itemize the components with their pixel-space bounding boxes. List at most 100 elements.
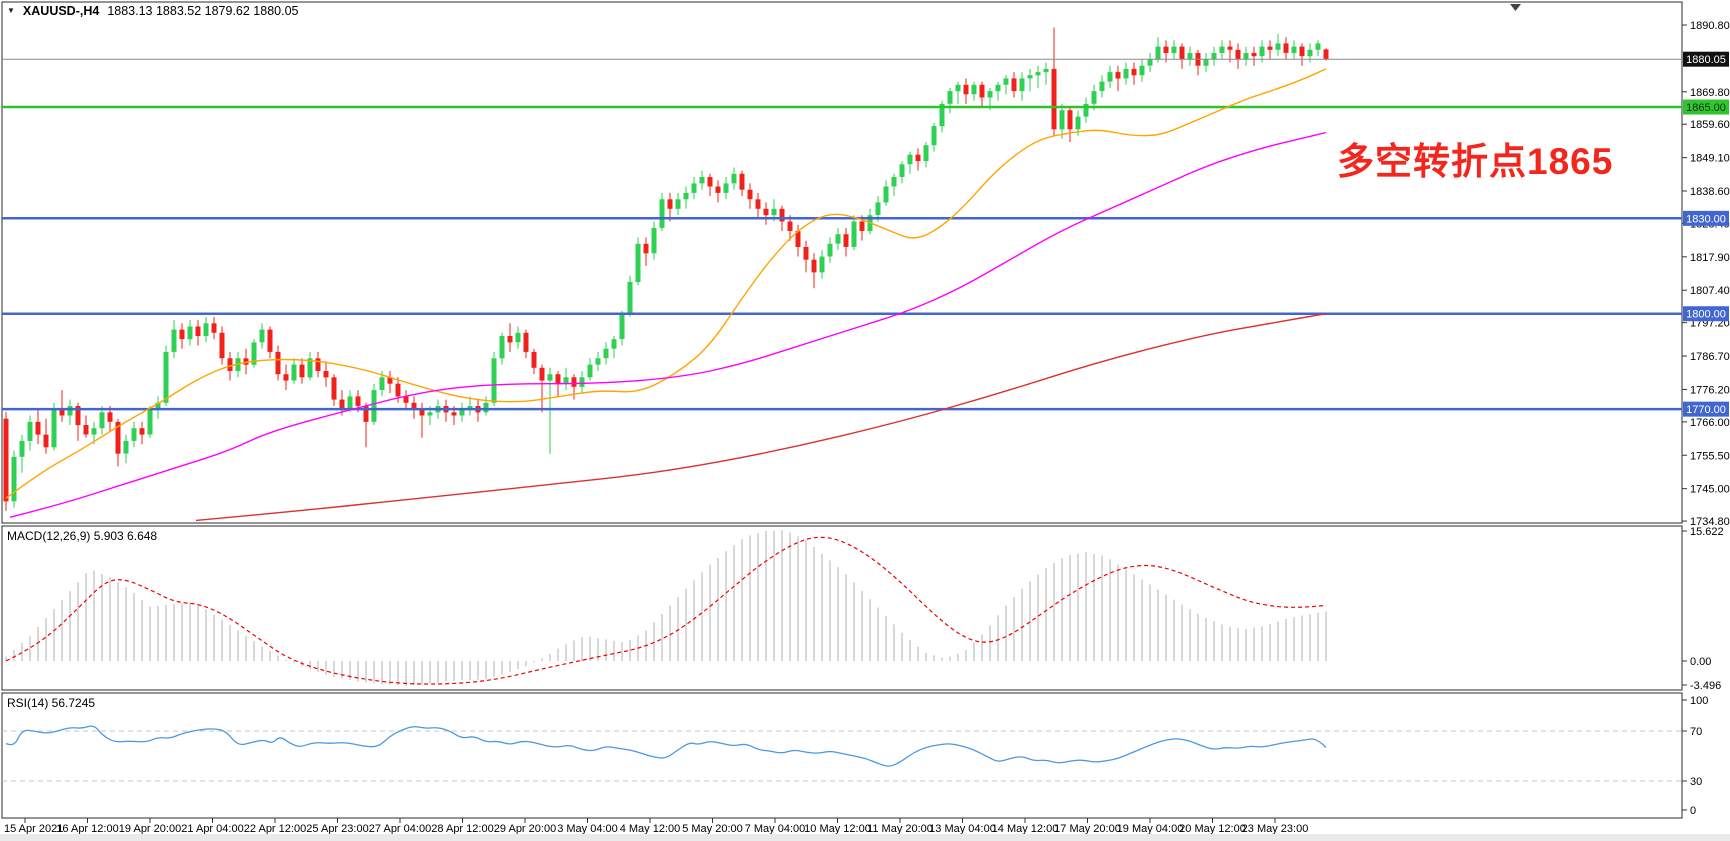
candle <box>915 154 921 162</box>
candle <box>11 456 17 502</box>
candle <box>795 231 801 247</box>
price-badge-label: 1830.00 <box>1686 213 1726 225</box>
candle <box>379 377 385 390</box>
candle <box>1227 46 1233 50</box>
candle <box>859 221 865 231</box>
candle <box>827 243 833 257</box>
candle <box>59 409 65 416</box>
candle <box>1275 43 1281 50</box>
candle <box>547 374 553 381</box>
candle <box>1043 68 1049 73</box>
candle <box>771 208 777 216</box>
candle <box>1131 68 1137 76</box>
candle <box>579 377 585 387</box>
candle <box>1219 46 1225 53</box>
candle <box>1171 46 1177 53</box>
candle <box>347 396 353 410</box>
time-label: 23 May 23:00 <box>1242 823 1309 835</box>
candle <box>979 84 985 98</box>
rsi-tick-label: 30 <box>1690 776 1702 788</box>
time-label: 21 Apr 04:00 <box>181 823 243 835</box>
candle <box>1083 103 1089 117</box>
rsi-tick-label: 70 <box>1690 726 1702 738</box>
candle <box>555 374 561 384</box>
candle <box>843 234 849 247</box>
candle <box>595 358 601 365</box>
candle <box>587 364 593 378</box>
candle <box>179 329 185 340</box>
candle <box>787 221 793 231</box>
candle <box>467 406 473 410</box>
time-label: 13 May 04:00 <box>929 823 996 835</box>
candle <box>515 332 521 343</box>
price-tick-label: 1734.80 <box>1690 516 1730 528</box>
price-tick-label: 1745.00 <box>1690 484 1730 496</box>
candle <box>1067 110 1073 130</box>
candle <box>659 199 665 228</box>
indicator-axes: 15.622 0.00 -3.496 100 70 30 0 <box>1682 526 1724 817</box>
candle <box>683 192 689 200</box>
candle <box>131 428 137 441</box>
time-label: 5 May 20:00 <box>682 823 743 835</box>
candle <box>459 409 465 416</box>
symbol-dropdown-icon[interactable]: ▼ <box>7 6 15 15</box>
price-badge-label: 1865.00 <box>1686 102 1726 114</box>
candle <box>1203 59 1209 66</box>
chart-title: ▼ XAUUSD-,H4 1883.13 1883.52 1879.62 188… <box>7 4 298 18</box>
candle <box>1259 46 1265 57</box>
candle <box>275 351 281 375</box>
price-tick-label: 1766.00 <box>1690 417 1730 429</box>
candle <box>707 177 713 187</box>
price-tick-label: 1755.50 <box>1690 450 1730 462</box>
candle <box>739 173 745 190</box>
rsi-indicator-label: RSI(14) 56.7245 <box>7 696 96 710</box>
candle <box>75 406 81 426</box>
candle <box>451 412 457 416</box>
panel-frames <box>1 1 1683 819</box>
annotation-text[interactable]: 多空转折点1865 <box>1337 141 1614 182</box>
price-badge <box>1683 210 1729 226</box>
candle <box>1147 59 1153 66</box>
price-tick-label: 1849.10 <box>1690 153 1730 165</box>
macd-tick-label: -3.496 <box>1690 680 1721 692</box>
candle <box>1059 110 1065 130</box>
candle <box>619 313 625 340</box>
candle <box>427 412 433 416</box>
candle <box>43 434 49 448</box>
candle <box>539 367 545 381</box>
candle <box>963 84 969 95</box>
candle <box>1051 68 1057 130</box>
candle <box>1019 78 1025 92</box>
candle <box>1003 78 1009 85</box>
candle <box>83 425 89 435</box>
candle <box>635 243 641 282</box>
price-badge <box>1683 99 1729 115</box>
candle <box>643 243 649 254</box>
candle <box>723 183 729 193</box>
moving-averages-layer <box>5 68 1327 522</box>
candle <box>51 409 57 448</box>
candle <box>147 409 153 435</box>
candle <box>531 351 537 368</box>
candle <box>187 326 193 340</box>
price-tick-label: 1890.80 <box>1690 20 1730 32</box>
time-label: 4 May 12:00 <box>620 823 681 835</box>
macd-indicator-label: MACD(12,26,9) 5.903 6.648 <box>7 529 158 543</box>
time-label: 19 May 04:00 <box>1117 823 1184 835</box>
candle <box>1099 81 1105 92</box>
price-badge-label: 1880.05 <box>1686 54 1726 66</box>
candle <box>1291 46 1297 53</box>
time-label: 19 Apr 20:00 <box>119 823 181 835</box>
candle <box>835 234 841 244</box>
price-badge <box>1683 401 1729 417</box>
price-tick-label: 1786.70 <box>1690 351 1730 363</box>
price-tick-label: 1776.20 <box>1690 384 1730 396</box>
candle <box>1035 72 1041 76</box>
time-label: 10 May 12:00 <box>804 823 871 835</box>
candle <box>603 348 609 359</box>
candle <box>339 399 345 410</box>
candle <box>227 358 233 371</box>
candle <box>267 329 273 352</box>
time-label: 28 Apr 12:00 <box>431 823 493 835</box>
